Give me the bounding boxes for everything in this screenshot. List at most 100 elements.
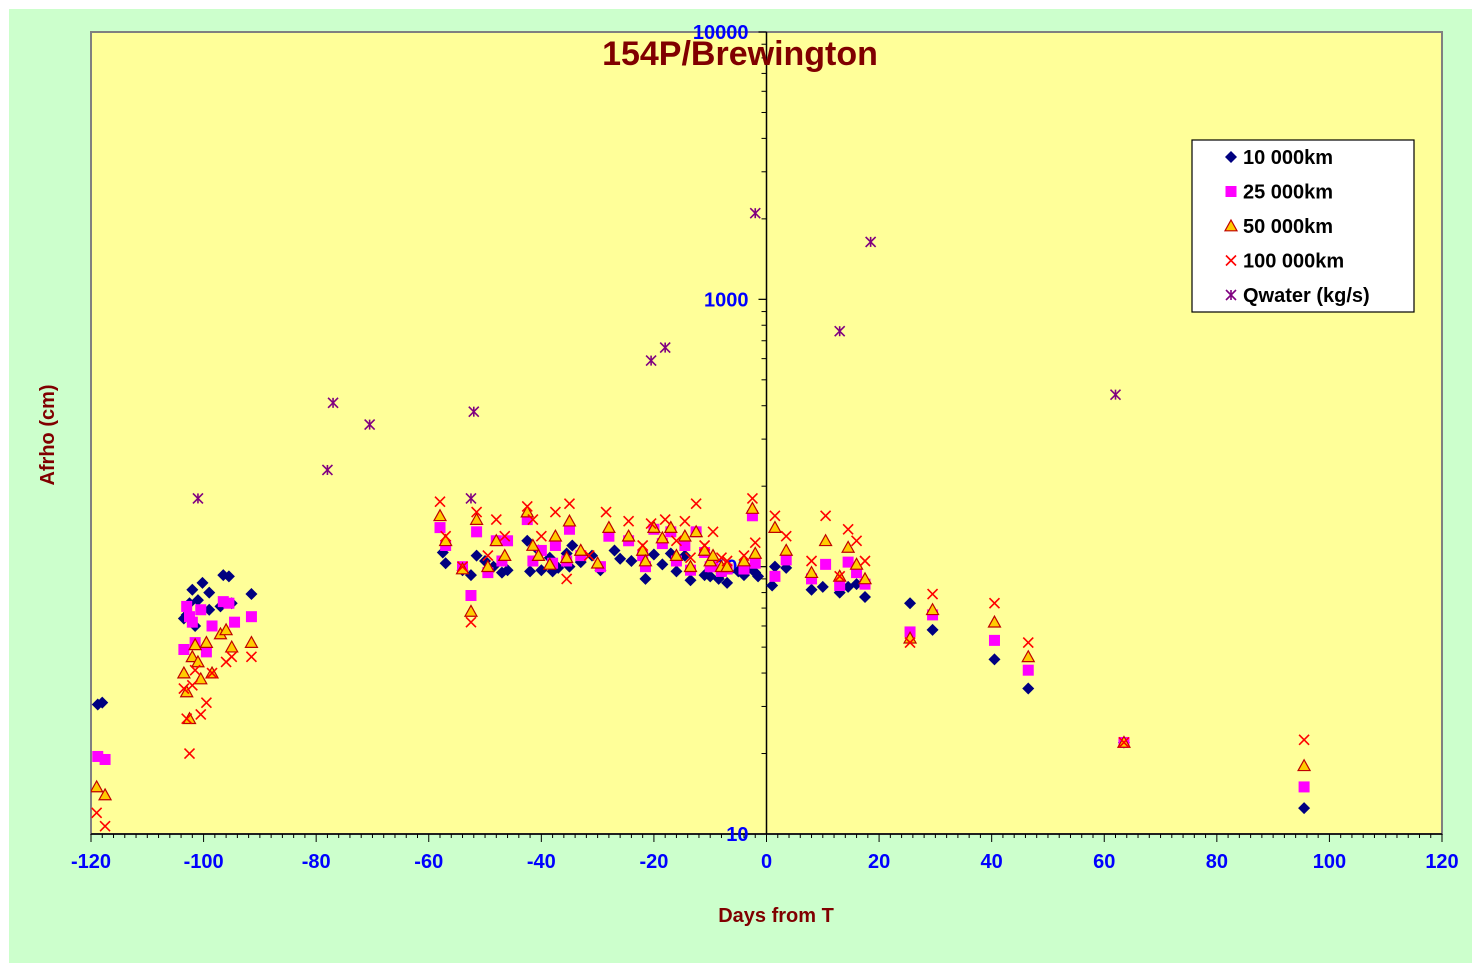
data-point bbox=[805, 555, 818, 567]
data-point bbox=[91, 807, 103, 819]
data-point bbox=[806, 573, 818, 585]
data-point bbox=[720, 559, 735, 573]
data-point bbox=[748, 546, 763, 559]
x-tick-label: -120 bbox=[71, 851, 111, 873]
y-tick-label: 10 bbox=[726, 824, 748, 846]
data-point bbox=[746, 492, 758, 504]
data-point bbox=[490, 514, 502, 526]
data-point bbox=[531, 548, 546, 562]
x-tick-label: 60 bbox=[1093, 851, 1115, 873]
data-point bbox=[601, 520, 616, 534]
data-point bbox=[188, 637, 203, 651]
data-point bbox=[199, 635, 214, 648]
data-point bbox=[820, 510, 832, 522]
data-point bbox=[736, 553, 752, 567]
data-point bbox=[222, 570, 235, 583]
data-point bbox=[463, 604, 478, 617]
legend-label: 50 000km bbox=[1243, 216, 1333, 238]
data-point bbox=[563, 498, 576, 510]
data-point bbox=[245, 651, 257, 663]
series-3 bbox=[91, 492, 1310, 832]
data-point bbox=[669, 548, 684, 562]
data-point bbox=[683, 559, 698, 573]
data-point bbox=[203, 586, 216, 599]
data-point bbox=[497, 548, 512, 562]
x-tick-label: -60 bbox=[414, 851, 443, 873]
data-point bbox=[549, 539, 561, 551]
data-point bbox=[465, 590, 477, 602]
data-point bbox=[1022, 664, 1034, 676]
data-point bbox=[566, 539, 579, 552]
data-point bbox=[520, 504, 535, 518]
data-point bbox=[635, 543, 650, 556]
data-point bbox=[573, 543, 588, 556]
data-point bbox=[647, 548, 660, 561]
data-point bbox=[535, 530, 547, 542]
data-point bbox=[192, 492, 204, 504]
data-point bbox=[639, 572, 652, 585]
data-point bbox=[851, 535, 863, 547]
data-point bbox=[637, 539, 649, 552]
legend-label: 10 000km bbox=[1243, 147, 1333, 169]
data-point bbox=[655, 530, 670, 544]
data-point bbox=[749, 557, 761, 569]
data-point bbox=[1298, 781, 1310, 793]
data-point bbox=[769, 510, 781, 522]
data-point bbox=[645, 355, 657, 367]
data-point bbox=[482, 567, 494, 579]
legend-label: Qwater (kg/s) bbox=[1243, 285, 1370, 307]
data-point bbox=[925, 602, 940, 616]
data-point bbox=[904, 597, 917, 610]
data-point bbox=[670, 565, 683, 578]
data-point bbox=[834, 570, 846, 582]
data-point bbox=[224, 639, 239, 653]
legend-label: 100 000km bbox=[1243, 251, 1344, 273]
data-point bbox=[614, 552, 627, 565]
data-point bbox=[499, 530, 511, 542]
data-point bbox=[859, 555, 871, 567]
data-point bbox=[521, 514, 533, 526]
data-point bbox=[841, 540, 856, 553]
data-point bbox=[189, 664, 201, 676]
data-point bbox=[183, 747, 196, 760]
data-point bbox=[98, 787, 113, 801]
data-point bbox=[865, 236, 877, 248]
data-point bbox=[434, 522, 446, 534]
data-point bbox=[465, 616, 477, 628]
series-4 bbox=[192, 207, 1122, 504]
data-point bbox=[524, 565, 537, 578]
data-point bbox=[549, 506, 561, 518]
data-point bbox=[469, 512, 484, 525]
legend-marker bbox=[1225, 254, 1237, 267]
data-point bbox=[987, 614, 1002, 628]
data-point bbox=[193, 671, 208, 685]
data-point bbox=[245, 588, 258, 601]
data-point bbox=[706, 548, 721, 562]
x-tick-label: -40 bbox=[527, 851, 556, 873]
data-point bbox=[196, 576, 209, 589]
data-point bbox=[621, 528, 636, 542]
data-point bbox=[625, 555, 638, 568]
data-point bbox=[480, 559, 495, 573]
data-point bbox=[1109, 389, 1122, 401]
data-point bbox=[684, 574, 697, 587]
data-point bbox=[559, 550, 574, 564]
data-point bbox=[767, 520, 782, 534]
data-point bbox=[191, 594, 204, 607]
data-point bbox=[780, 530, 792, 542]
data-point bbox=[432, 508, 448, 522]
data-point bbox=[91, 779, 104, 793]
legend-marker bbox=[1225, 186, 1237, 197]
data-point bbox=[738, 563, 750, 575]
data-point bbox=[690, 498, 702, 510]
x-tick-label: -80 bbox=[302, 851, 331, 873]
data-point bbox=[926, 623, 939, 636]
data-point bbox=[176, 665, 191, 679]
data-point bbox=[818, 533, 833, 547]
data-point bbox=[468, 406, 480, 418]
data-point bbox=[988, 634, 1000, 646]
data-point bbox=[502, 535, 514, 547]
data-point bbox=[96, 696, 109, 709]
data-point bbox=[638, 553, 653, 567]
data-point bbox=[766, 579, 779, 592]
